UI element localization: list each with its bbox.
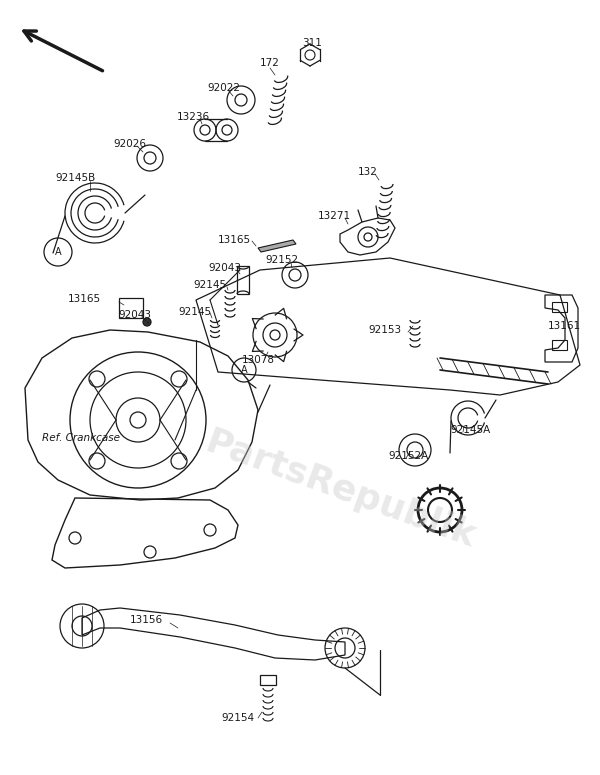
Text: 13161: 13161 [548, 321, 581, 331]
Text: Ref. Crankcase: Ref. Crankcase [42, 433, 120, 443]
Text: 132: 132 [358, 167, 378, 177]
Text: A: A [55, 247, 61, 257]
Text: A: A [241, 365, 247, 375]
Text: 92153: 92153 [368, 325, 401, 335]
Text: 92026: 92026 [113, 139, 146, 149]
Text: 13236: 13236 [176, 112, 209, 122]
Text: 92152: 92152 [265, 255, 298, 265]
Bar [237, 266, 249, 294]
Text: 311: 311 [302, 38, 322, 48]
Text: 92145: 92145 [193, 280, 226, 290]
Text: 13165: 13165 [218, 235, 251, 245]
Text: 92043: 92043 [118, 310, 151, 320]
Bar [552, 340, 567, 350]
Polygon shape [258, 240, 296, 252]
Bar [552, 302, 567, 312]
Bar [260, 675, 276, 685]
Text: 172: 172 [260, 58, 280, 68]
Circle shape [143, 318, 151, 326]
Text: 92043: 92043 [208, 263, 241, 273]
Text: 92022: 92022 [208, 83, 241, 93]
Bar [119, 298, 143, 318]
Text: 92154: 92154 [221, 713, 254, 723]
Text: 13078: 13078 [241, 355, 275, 365]
Text: 13156: 13156 [130, 615, 163, 625]
Text: 13165: 13165 [68, 294, 101, 304]
Text: PartsRepublik: PartsRepublik [200, 425, 480, 555]
Text: 92145: 92145 [178, 307, 211, 317]
Text: 92152A: 92152A [388, 451, 428, 461]
Text: 13271: 13271 [318, 211, 351, 221]
Text: 92145A: 92145A [450, 425, 490, 435]
Text: 92145B: 92145B [55, 173, 95, 183]
